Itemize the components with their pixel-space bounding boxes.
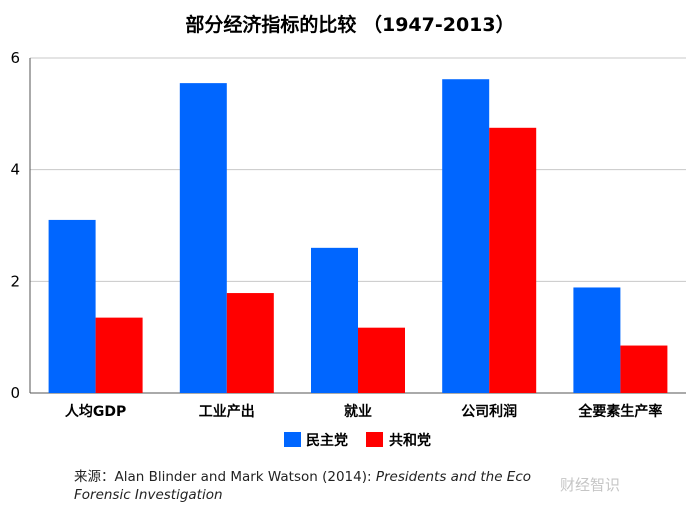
bar-2-4 — [489, 127, 537, 394]
x-tick-label-4: 公司利润 — [461, 403, 517, 420]
y-tick-label-6: 6 — [10, 49, 20, 67]
bar-1-2 — [179, 83, 227, 393]
y-tick-label-4: 4 — [10, 161, 20, 179]
bar-2-3 — [358, 327, 405, 393]
x-tick-label-2: 工业产出 — [199, 403, 255, 420]
source-title-part2: Forensic Investigation — [74, 487, 223, 503]
legend-label-2: 共和党 — [389, 432, 431, 449]
bar-2-1 — [95, 317, 143, 393]
legend-swatch-1 — [284, 432, 301, 447]
source-prefix: 来源：Alan Blinder and Mark Watson (2014): — [74, 469, 376, 485]
x-tick-label-1: 人均GDP — [65, 403, 126, 420]
chart-title: 部分经济指标的比较 （1947-2013） — [185, 13, 514, 36]
bar-1-5 — [573, 287, 621, 393]
legend-label-1: 民主党 — [306, 432, 348, 449]
x-tick-label-3: 就业 — [344, 403, 372, 420]
watermark: 财经智识 — [560, 476, 621, 494]
bar-1-1 — [48, 219, 96, 393]
bar-1-4 — [442, 79, 490, 393]
source-note: 来源：Alan Blinder and Mark Watson (2014): … — [74, 468, 694, 504]
bar-1-3 — [311, 247, 358, 393]
legend-swatch-2 — [366, 432, 383, 447]
y-tick-label-0: 0 — [10, 384, 20, 402]
bar-2-2 — [226, 293, 274, 393]
y-axis: 0 2 4 6 — [10, 49, 31, 402]
bar-2-5 — [620, 345, 668, 393]
source-title-part1: Presidents and the Eco — [375, 469, 532, 485]
bars — [48, 79, 668, 394]
y-tick-label-2: 2 — [10, 272, 20, 290]
x-tick-label-5: 全要素生产率 — [577, 403, 662, 420]
legend: 民主党 共和党 — [284, 432, 431, 449]
x-axis-labels: 人均GDP 工业产出 就业 公司利润 全要素生产率 — [65, 403, 662, 420]
